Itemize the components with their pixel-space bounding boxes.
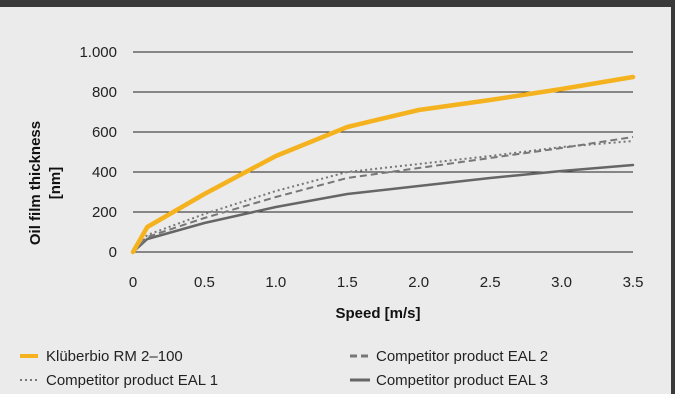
x-tick-label: 2.5 <box>480 274 501 291</box>
x-tick-label: 3.5 <box>623 274 644 291</box>
y-axis-title-line-1: Oil film thickness <box>27 121 44 245</box>
y-tick-label: 200 <box>92 204 117 221</box>
y-tick-label: 0 <box>109 244 117 261</box>
series-line-eal2 <box>132 136 634 253</box>
y-axis-title-line-2: [nm] <box>47 167 64 200</box>
series-lines <box>130 74 636 255</box>
x-tick-label: 0 <box>129 274 137 291</box>
legend-label-kluberbio: Klüberbio RM 2–100 <box>46 348 183 365</box>
x-tick-label: 1.5 <box>337 274 358 291</box>
x-tick-label: 1.0 <box>265 274 286 291</box>
y-tick-label: 600 <box>92 124 117 141</box>
legend-label-eal2: Competitor product EAL 2 <box>376 348 548 365</box>
legend-label-eal1: Competitor product EAL 1 <box>46 372 218 389</box>
y-axis-ticks: 0 200 400 600 800 1.000 <box>79 44 117 261</box>
y-tick-label: 800 <box>92 84 117 101</box>
legend-label-eal3: Competitor product EAL 3 <box>376 372 548 389</box>
y-tick-label: 1.000 <box>79 44 117 61</box>
series-line-kluberbio <box>130 74 636 255</box>
legend-item-kluberbio: Klüberbio RM 2–100 <box>20 348 183 365</box>
x-tick-label: 3.0 <box>551 274 572 291</box>
x-tick-label: 0.5 <box>194 274 215 291</box>
legend-item-eal2: Competitor product EAL 2 <box>350 348 548 365</box>
series-line-eal1 <box>132 140 634 253</box>
legend: Klüberbio RM 2–100 Competitor product EA… <box>20 348 548 389</box>
x-axis-ticks: 0 0.5 1.0 1.5 2.0 2.5 3.0 3.5 <box>129 274 644 291</box>
legend-item-eal1: Competitor product EAL 1 <box>20 372 218 389</box>
x-axis-title: Speed [m/s] <box>335 305 420 322</box>
y-tick-label: 400 <box>92 164 117 181</box>
right-border <box>671 7 675 394</box>
x-tick-label: 2.0 <box>408 274 429 291</box>
legend-item-eal3: Competitor product EAL 3 <box>350 372 548 389</box>
series-line-eal3 <box>131 163 635 254</box>
y-axis-title: Oil film thickness [nm] <box>27 121 64 245</box>
top-border <box>0 0 675 7</box>
